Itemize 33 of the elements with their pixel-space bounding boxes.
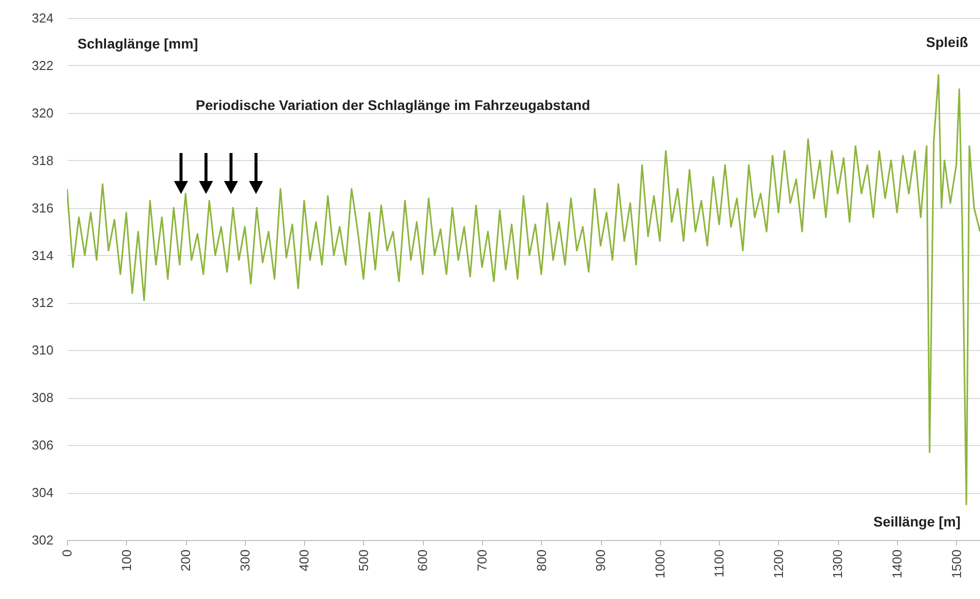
y-tick-label: 308 <box>32 390 54 406</box>
x-tick-label: 1400 <box>890 550 904 578</box>
y-tick-label: 310 <box>32 342 54 358</box>
y-axis-title: Schlaglänge [mm] <box>78 36 198 52</box>
x-tick-label: 1100 <box>712 550 727 578</box>
x-tick-label: 600 <box>415 550 430 572</box>
x-tick-label: 100 <box>118 550 134 572</box>
y-tick-label: 312 <box>32 295 54 310</box>
y-tick-label: 318 <box>32 152 54 168</box>
x-tick-label: 1300 <box>830 550 846 578</box>
y-tick-label: 324 <box>32 10 54 26</box>
x-tick-label: 1500 <box>948 550 964 578</box>
y-tick-label: 314 <box>32 248 54 263</box>
x-tick-label: 800 <box>534 550 549 572</box>
x-tick-label: 500 <box>356 550 371 572</box>
x-axis-title: Seillänge [m] <box>873 514 960 530</box>
x-tick-label: 300 <box>237 550 252 572</box>
annotation: Spleiß <box>926 34 968 50</box>
x-tick-label: 200 <box>178 550 194 572</box>
x-tick-label: 1200 <box>770 550 786 578</box>
y-tick-label: 316 <box>32 200 54 216</box>
line-series <box>67 74 980 506</box>
y-tick-label: 302 <box>32 532 54 548</box>
y-tick-label: 322 <box>32 58 54 73</box>
x-tick-label: 1000 <box>652 550 668 578</box>
annotation: Periodische Variation der Schlaglänge im Fahrzeugabstand <box>196 97 590 113</box>
y-tick-label: 306 <box>32 438 54 453</box>
x-tick-label: 400 <box>296 550 312 572</box>
y-tick-label: 320 <box>32 105 54 120</box>
y-tick-label: 304 <box>32 485 54 500</box>
x-tick-label: 0 <box>60 550 74 557</box>
x-tick-label: 900 <box>593 550 608 572</box>
x-tick-label: 700 <box>474 550 490 572</box>
